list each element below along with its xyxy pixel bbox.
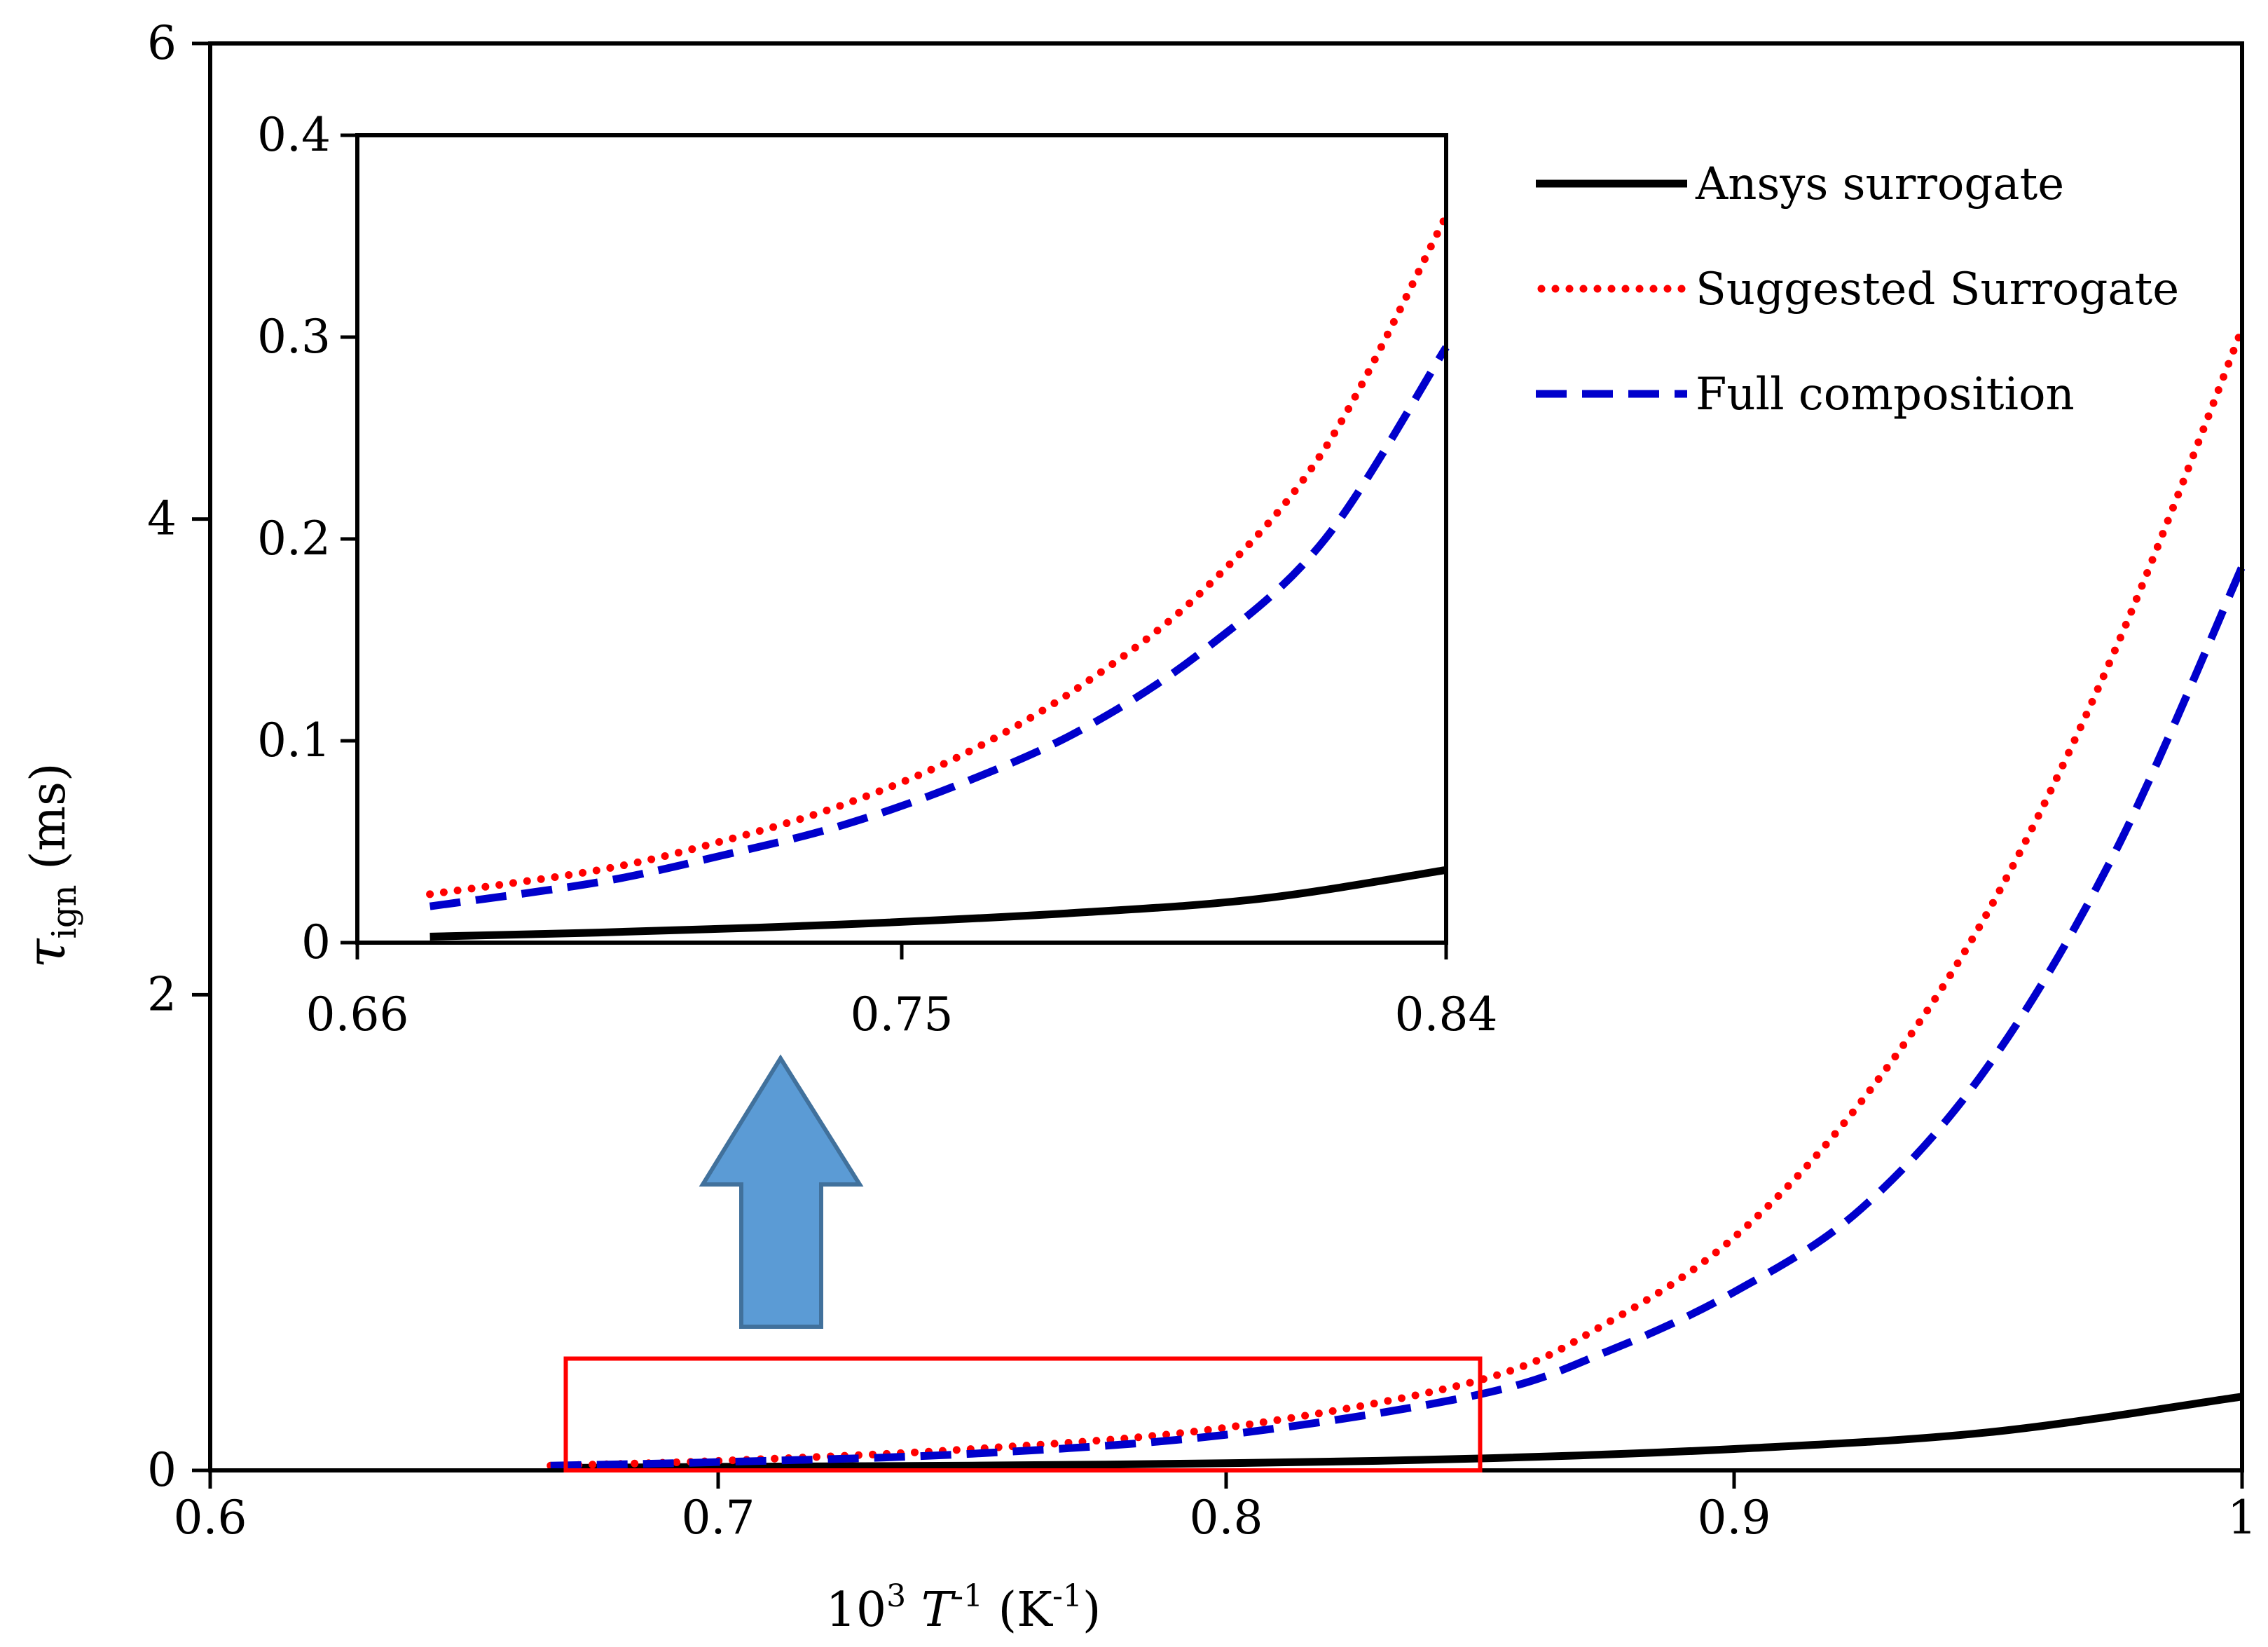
inset-series-full-composition <box>429 345 1450 910</box>
main-series-suggested-surrogate <box>547 324 2246 1470</box>
inset-y-tick-label: 0 <box>301 915 331 969</box>
x-axis-title-unit-exp: -1 <box>1052 1578 1083 1614</box>
x-axis-title-unit: (K <box>983 1583 1053 1638</box>
main-x-tick-label: 0.6 <box>174 1491 247 1545</box>
y-axis-title-unit: (ms) <box>21 763 76 884</box>
legend-label-suggested: Suggested Surrogate <box>1696 264 2179 315</box>
x-axis-title: 103 T-1 (K-1) <box>826 1578 1101 1638</box>
main-chart: 0.6 0.7 0.8 0.9 1 0 2 4 6 <box>147 16 2257 1545</box>
inset-y-tick-label: 0.1 <box>257 713 331 767</box>
legend-item-full: Full composition <box>1536 369 2075 421</box>
x-axis-title-base: 10 <box>826 1583 887 1638</box>
inset-series-ansys-surrogate <box>429 866 1447 941</box>
zoom-highlight-box <box>563 1356 1483 1472</box>
x-axis-title-exp: 3 <box>886 1578 906 1614</box>
main-y-tick-label: 4 <box>147 492 177 546</box>
main-x-tick-label: 0.9 <box>1698 1491 1771 1545</box>
inset-x-tick-label: 0.66 <box>306 987 409 1041</box>
main-axes: 0.6 0.7 0.8 0.9 1 0 2 4 6 <box>147 16 2257 1545</box>
x-axis-title-close: ) <box>1083 1583 1101 1638</box>
zoom-up-arrow-icon <box>699 1054 864 1329</box>
inset-series-layer <box>426 212 1450 941</box>
inset-x-tick-label: 0.75 <box>851 987 954 1041</box>
legend-label-ansys: Ansys surrogate <box>1695 158 2064 210</box>
x-axis-title-var: T <box>906 1583 956 1638</box>
main-series-layer <box>547 324 2246 1472</box>
inset-y-tick-label: 0.3 <box>257 310 331 364</box>
inset-chart: 0.66 0.75 0.84 0 0.1 0.2 0.3 0.4 <box>238 108 1497 1062</box>
main-y-tick-label: 0 <box>147 1443 177 1497</box>
y-axis-title-symbol: τ <box>15 938 77 969</box>
main-x-tick-label: 0.7 <box>682 1491 755 1545</box>
inset-y-tick-label: 0.4 <box>257 108 331 162</box>
legend: Ansys surrogate Suggested Surrogate Full… <box>1536 158 2179 421</box>
main-series-full-composition <box>550 565 2246 1470</box>
main-y-tick-label: 6 <box>147 16 177 70</box>
y-axis-title-subscript: ign <box>45 885 84 939</box>
main-series-ansys-surrogate <box>550 1393 2243 1472</box>
inset-x-tick-label: 0.84 <box>1395 987 1498 1041</box>
legend-item-ansys: Ansys surrogate <box>1536 158 2064 210</box>
main-y-tick-label: 2 <box>147 967 177 1021</box>
main-x-tick-label: 0.8 <box>1190 1491 1263 1545</box>
legend-item-suggested: Suggested Surrogate <box>1537 264 2179 315</box>
legend-label-full: Full composition <box>1696 369 2075 421</box>
x-axis-title-var-exp: -1 <box>953 1578 983 1614</box>
inset-y-tick-label: 0.2 <box>257 512 331 566</box>
main-x-tick-label: 1 <box>2227 1491 2257 1545</box>
inset-axes: 0.66 0.75 0.84 0 0.1 0.2 0.3 0.4 <box>257 108 1497 1041</box>
y-axis-title: τign (ms) <box>15 763 84 968</box>
